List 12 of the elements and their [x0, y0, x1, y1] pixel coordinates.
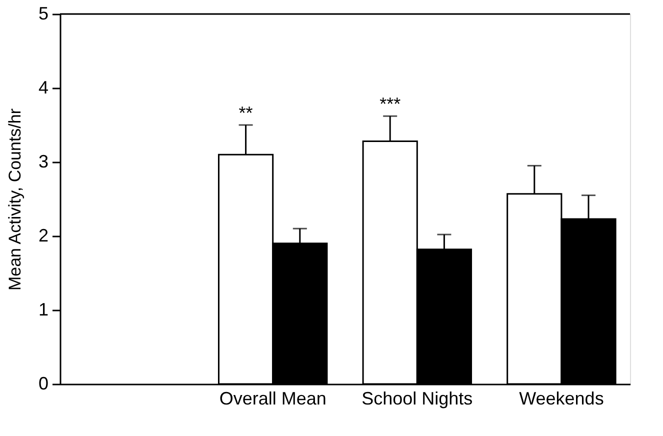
annotation: ***	[380, 94, 401, 114]
annotation: **	[238, 103, 253, 123]
y-tick-label: 5	[38, 4, 48, 24]
y-tick-label: 3	[38, 152, 48, 172]
y-tick-label: 0	[38, 374, 48, 394]
y-tick-label: 4	[38, 78, 48, 98]
x-tick-label: Weekends	[519, 388, 604, 408]
x-tick-label: School Nights	[362, 388, 473, 408]
y-axis-title: Mean Activity, Counts/hr	[5, 108, 24, 291]
y-tick-label: 2	[38, 226, 48, 246]
y-tick-label: 1	[38, 300, 48, 320]
x-tick-label: Overall Mean	[219, 388, 326, 408]
